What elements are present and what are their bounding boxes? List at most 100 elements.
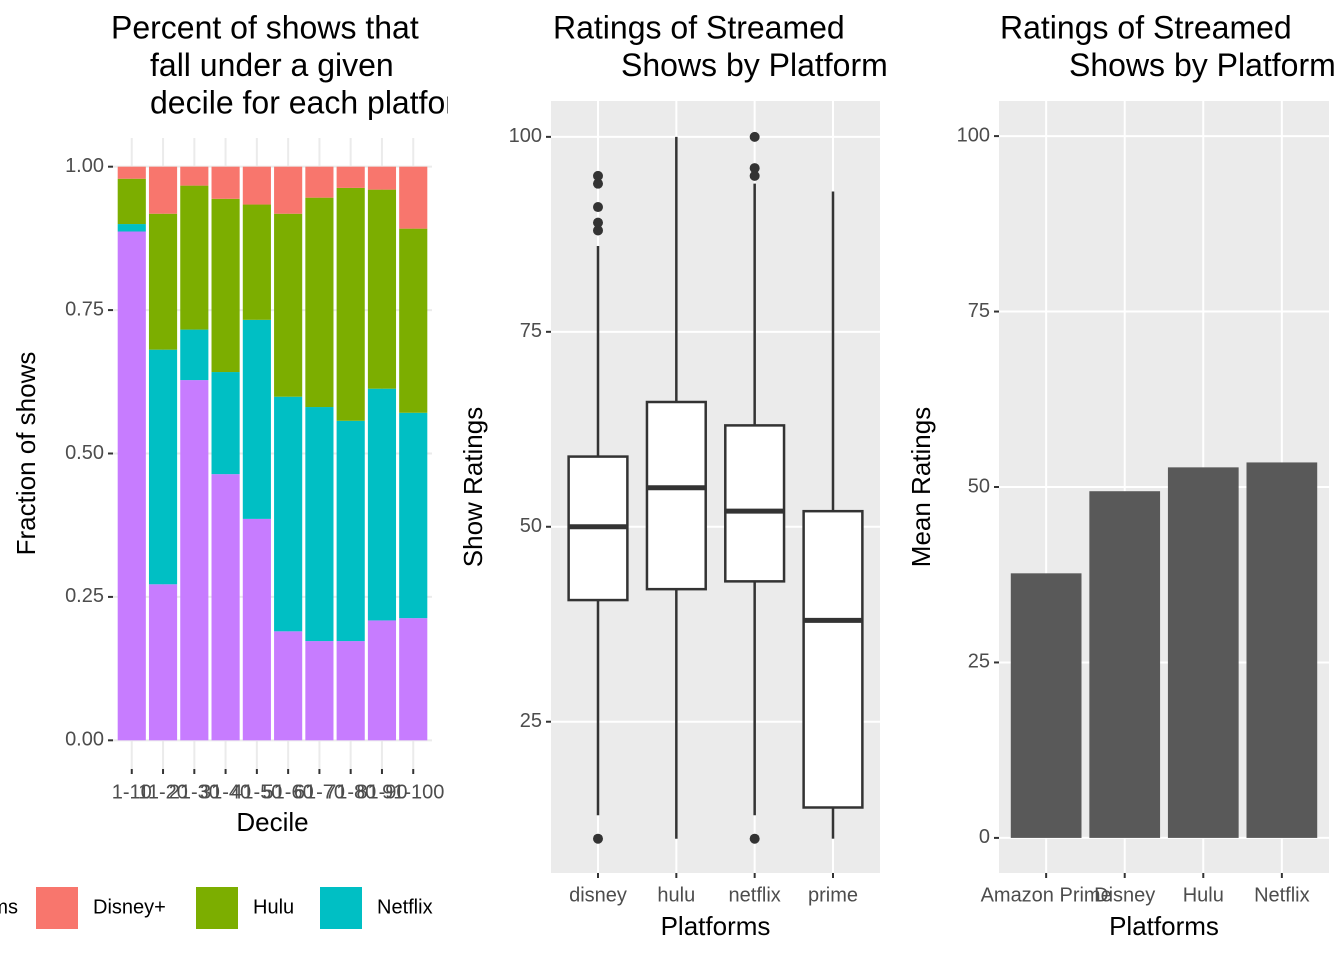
- bar-segment: [148, 349, 178, 585]
- outlier: [749, 131, 760, 142]
- bar-segment: [242, 518, 271, 741]
- legend-key: [36, 887, 78, 929]
- bar-segment: [274, 631, 303, 741]
- legend-key: [320, 887, 362, 929]
- bar-segment: [305, 407, 334, 642]
- panel: 0.00 0.25 0.50 0.75 1.00 1-1011-2021-3031-404…: [0, 9, 483, 929]
- x-tick-label: 11-20: [138, 781, 188, 803]
- bar-segment: [117, 231, 146, 741]
- bar-segment: [180, 166, 209, 186]
- y-tick-label: 50: [968, 475, 990, 497]
- bar-segment: [180, 185, 209, 330]
- bar-segment: [117, 224, 146, 232]
- x-tick-label: hulu: [657, 884, 695, 906]
- bar-segment: [305, 641, 334, 741]
- box: [802, 509, 864, 809]
- y-axis-title: Fraction of shows: [11, 352, 41, 556]
- chart-title: Shows by Platform: [621, 47, 888, 83]
- bar-segment: [367, 189, 397, 389]
- bar-segment: [211, 474, 240, 741]
- bar: [1167, 467, 1239, 838]
- bar-segment: [399, 166, 428, 229]
- outlier: [593, 170, 603, 181]
- x-tick-label: 51-60: [263, 781, 314, 803]
- bar-segment: [148, 166, 178, 214]
- box: [724, 424, 786, 583]
- bar-segment: [148, 213, 178, 350]
- bar-segment: [305, 166, 334, 198]
- x-tick-label: Disney: [1094, 884, 1155, 906]
- y-axis-title: Show Ratings: [458, 407, 488, 567]
- x-axis-title: Decile: [236, 807, 308, 837]
- bar-segment: [399, 412, 428, 619]
- bar-segment: [336, 166, 365, 188]
- chart-title: fall under a given: [150, 47, 394, 83]
- y-tick-label: 25: [968, 651, 990, 673]
- bar-segment: [180, 329, 209, 381]
- x-tick-label: 1-10: [112, 781, 152, 803]
- bar-segment: [274, 213, 303, 397]
- legend-label: Disney+: [93, 896, 166, 918]
- bar-segment: [336, 641, 365, 741]
- x-tick-label: 21-30: [169, 781, 220, 803]
- bar-segment: [274, 396, 303, 632]
- outlier: [749, 833, 760, 844]
- chart-title: Percent of shows that: [111, 9, 419, 45]
- y-tick-label: 25: [520, 710, 542, 732]
- bar-segment: [180, 380, 209, 741]
- legend-key: [196, 887, 238, 929]
- bar-segment: [117, 178, 146, 225]
- x-tick-label: Hulu: [1183, 884, 1224, 906]
- x-tick-label: Netflix: [1254, 884, 1310, 906]
- y-tick-label: 0.75: [65, 298, 104, 320]
- chart-title: Ratings of Streamed: [553, 9, 845, 45]
- bar-segment: [367, 166, 397, 190]
- bar-segment: [211, 198, 240, 373]
- bar-segment: [211, 166, 240, 199]
- outlier: [593, 833, 603, 844]
- x-tick-label: 41-50: [231, 781, 282, 803]
- outlier: [749, 170, 760, 181]
- legend-label: Netflix: [377, 896, 433, 918]
- y-tick-label: 0.25: [65, 585, 104, 607]
- chart-title: Shows by Platform: [1069, 47, 1336, 83]
- bar-segment: [367, 388, 397, 621]
- outlier: [593, 178, 603, 189]
- y-tick-label: 50: [520, 515, 542, 537]
- panel: 25 50 75 100 disney hulu netflix prime Ratings o…: [458, 9, 888, 940]
- box: [645, 400, 707, 591]
- y-tick-label: 75: [520, 320, 542, 342]
- chart-title: decile for each platform: [150, 84, 483, 120]
- bar: [1010, 573, 1082, 838]
- y-tick-label: 1.00: [65, 155, 104, 177]
- x-tick-label: prime: [808, 884, 858, 906]
- chart-title: Ratings of Streamed: [1000, 9, 1292, 45]
- x-tick-label: 71-80: [325, 781, 376, 803]
- x-tick-label: Amazon Prime: [981, 884, 1112, 906]
- x-axis-title: Platforms: [661, 911, 771, 941]
- y-tick-label: 75: [968, 300, 990, 322]
- y-tick-label: 100: [509, 125, 542, 147]
- bar-segment: [242, 204, 271, 320]
- y-tick-label: 0.50: [65, 442, 104, 464]
- y-tick-label: 100: [957, 124, 990, 146]
- bar-segment: [399, 228, 428, 413]
- y-tick-label: 0.00: [65, 729, 104, 751]
- x-tick-label: netflix: [729, 884, 781, 906]
- bar-segment: [242, 319, 271, 519]
- bar-segment: [242, 166, 271, 205]
- x-axis-title: Platforms: [1109, 911, 1219, 941]
- outlier: [749, 163, 760, 174]
- bar-segment: [305, 197, 334, 408]
- bar: [1089, 491, 1161, 838]
- bar-segment: [399, 618, 428, 741]
- bar: [1246, 462, 1318, 838]
- bar-segment: [274, 166, 303, 214]
- outlier: [593, 225, 603, 236]
- outlier: [593, 202, 603, 213]
- bar-segment: [367, 620, 397, 741]
- outlier: [593, 217, 603, 228]
- bar-segment: [117, 166, 146, 179]
- x-tick-label: 31-40: [200, 781, 251, 803]
